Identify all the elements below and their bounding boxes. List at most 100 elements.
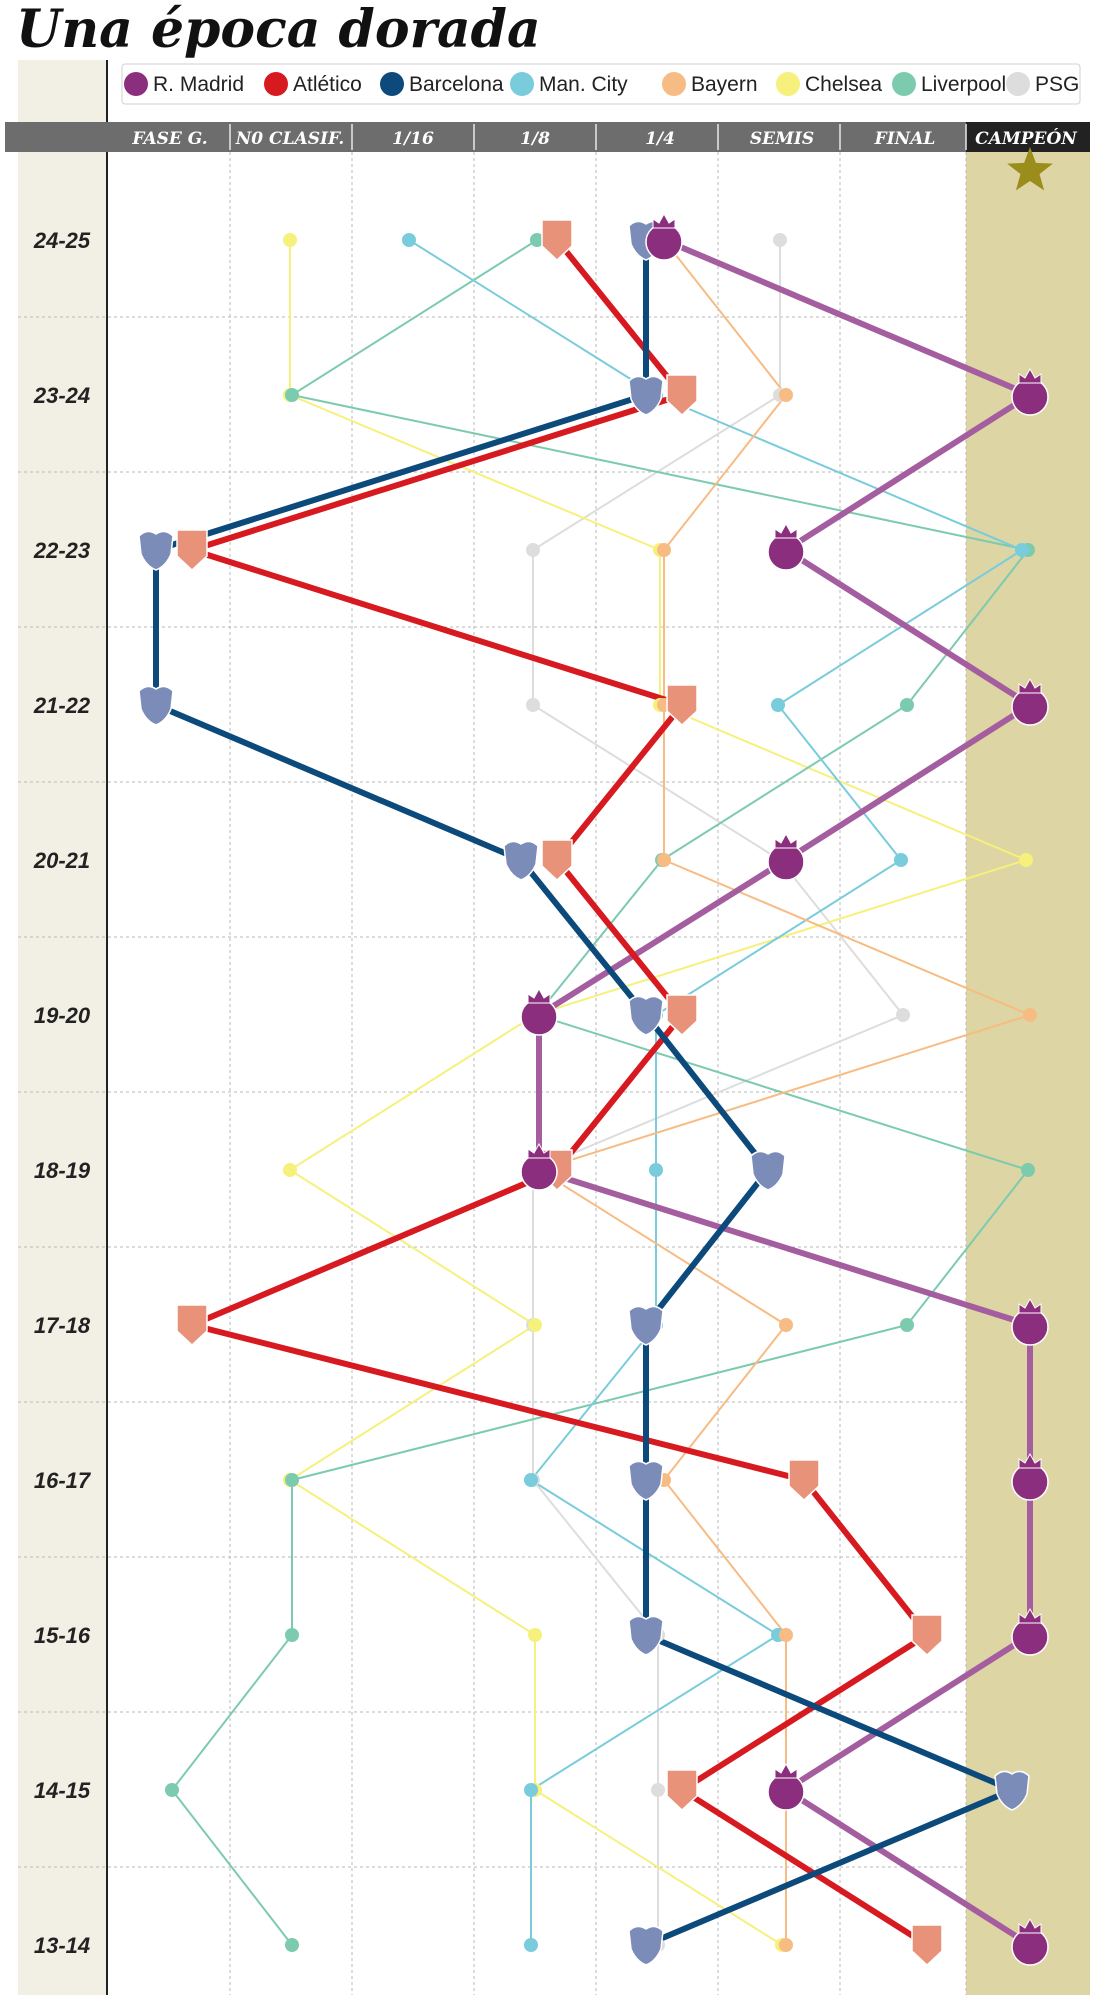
real-madrid-crest-icon: [1011, 1463, 1049, 1501]
data-point-psg: [773, 233, 787, 247]
data-point-chelsea: [283, 1163, 297, 1177]
data-point-bayern: [657, 543, 671, 557]
series-line-psg: [532, 1014, 904, 1171]
real-madrid-crest-icon: [645, 223, 683, 261]
stage-label: FASE G.: [131, 129, 207, 149]
barcelona-crest-icon: [750, 1150, 786, 1191]
crown-icon: [652, 212, 676, 229]
crown-icon: [774, 832, 798, 849]
series-line-atl-tico: [554, 857, 685, 1018]
data-point-bayern: [779, 388, 793, 402]
data-point-psg: [651, 1783, 665, 1797]
crown-icon: [774, 522, 798, 539]
atletico-shield-icon: [666, 1769, 698, 1812]
data-point-liverpool: [285, 1628, 299, 1642]
series-line-man-city: [777, 549, 1023, 706]
data-point-liverpool: [165, 1783, 179, 1797]
barcelona-crest-icon: [628, 375, 664, 416]
real-madrid-crest-icon: [1011, 1308, 1049, 1346]
barcelona-crest-icon: [138, 685, 174, 726]
crown-icon: [1018, 367, 1042, 384]
season-label: 17-18: [34, 1313, 91, 1338]
series-line-r-madrid: [536, 857, 789, 1018]
series-line-bayern: [663, 1324, 787, 1481]
data-point-liverpool: [900, 698, 914, 712]
series-line-man-city: [655, 859, 902, 1016]
series-line-barcelona: [153, 702, 524, 863]
real-madrid-crest-icon: [767, 843, 805, 881]
stage-label: SEMIS: [750, 129, 814, 149]
series-line-atl-tico: [554, 702, 685, 863]
barcelona-crest-icon: [628, 1615, 664, 1656]
real-madrid-crest-icon: [1011, 1928, 1049, 1966]
data-point-chelsea: [528, 1318, 542, 1332]
data-point-chelsea: [283, 233, 297, 247]
atletico-shield-icon: [911, 1924, 943, 1967]
atletico-shield-icon: [176, 1304, 208, 1347]
stage-label: 1/8: [520, 129, 550, 149]
season-label: 24-25: [33, 228, 91, 253]
series-line-barcelona: [643, 1787, 1015, 1948]
legend-label: Chelsea: [805, 73, 882, 96]
series-line-liverpool: [171, 1789, 293, 1946]
barcelona-crest-icon: [628, 1305, 664, 1346]
stage-label: CAMPEÓN: [975, 128, 1078, 149]
legend-swatch: [662, 72, 686, 96]
data-point-psg: [526, 698, 540, 712]
legend-label: Atlético: [293, 73, 362, 96]
series-line-liverpool: [291, 239, 538, 396]
series-line-r-madrid: [783, 547, 1033, 708]
legend-swatch: [124, 72, 148, 96]
atletico-shield-icon: [666, 374, 698, 417]
series-markers: [138, 212, 1049, 1967]
real-madrid-crest-icon: [520, 1153, 558, 1191]
season-label: 21-22: [33, 693, 91, 718]
data-point-man-city: [402, 233, 416, 247]
series-line-r-madrid: [783, 1632, 1033, 1793]
real-madrid-crest-icon: [1011, 1618, 1049, 1656]
series-line-r-madrid: [536, 1167, 1033, 1328]
data-point-chelsea: [1019, 853, 1033, 867]
season-label: 23-24: [33, 383, 90, 408]
series-line-atl-tico: [554, 1012, 685, 1173]
legend-swatch: [510, 72, 534, 96]
data-point-bayern: [1023, 1008, 1037, 1022]
data-point-bayern: [779, 1318, 793, 1332]
atletico-shield-icon: [176, 529, 208, 572]
legend-label: PSG: [1035, 73, 1079, 96]
crown-icon: [527, 987, 551, 1004]
series-line-liverpool: [661, 704, 908, 861]
legend-swatch: [1006, 72, 1030, 96]
barcelona-crest-icon: [503, 840, 539, 881]
data-point-liverpool: [285, 388, 299, 402]
atletico-shield-icon: [911, 1614, 943, 1657]
series-line-liverpool: [536, 859, 663, 1016]
series-line-man-city: [408, 239, 657, 396]
crown-icon: [1018, 1297, 1042, 1314]
legend-swatch: [776, 72, 800, 96]
season-label: 13-14: [34, 1933, 90, 1958]
series-line-man-city: [530, 1324, 657, 1481]
season-label: 20-21: [33, 848, 90, 873]
series-line-liverpool: [906, 1169, 1029, 1326]
series-line-man-city: [655, 394, 1023, 551]
series-line-barcelona: [643, 1632, 1015, 1793]
season-label: 19-20: [34, 1003, 91, 1028]
season-label: 18-19: [34, 1158, 91, 1183]
data-point-liverpool: [285, 1473, 299, 1487]
real-madrid-crest-icon: [1011, 378, 1049, 416]
real-madrid-crest-icon: [520, 998, 558, 1036]
series-line-bayern: [663, 1479, 787, 1636]
series-line-barcelona: [153, 392, 649, 553]
stage-label: 1/16: [392, 129, 434, 149]
barcelona-crest-icon: [138, 530, 174, 571]
legend-box: [121, 63, 1081, 105]
series-line-bayern: [538, 1014, 1031, 1171]
series-line-bayern: [663, 394, 787, 551]
stage-label: 1/4: [645, 129, 675, 149]
series-line-atl-tico: [189, 1167, 560, 1328]
series-line-chelsea: [289, 1014, 536, 1171]
data-point-bayern: [779, 1938, 793, 1952]
legend-label: Barcelona: [409, 73, 504, 96]
